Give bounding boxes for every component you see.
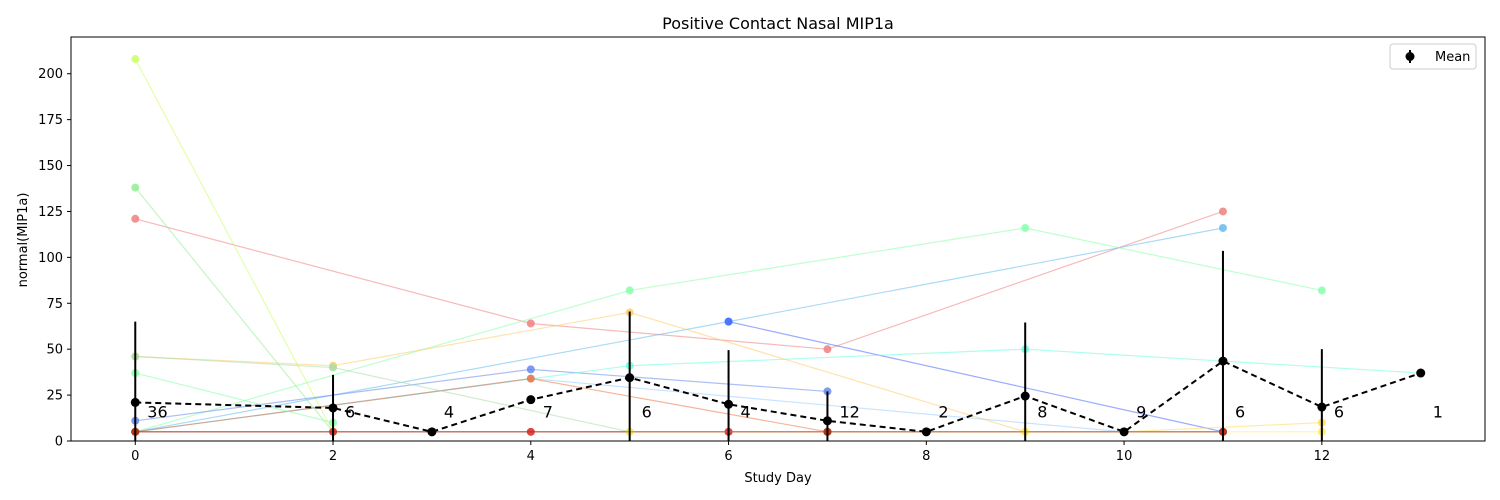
series-point	[1317, 286, 1326, 295]
series-point	[724, 317, 733, 326]
count-label: 36	[147, 402, 167, 421]
series-line	[728, 321, 1224, 433]
count-label: 2	[938, 402, 948, 421]
x-axis: 0 2 4 6 8 10 12	[131, 441, 1330, 464]
plot-frame	[70, 36, 1486, 442]
mean-point	[822, 416, 832, 426]
series-2	[131, 55, 338, 436]
mean-point	[1119, 427, 1129, 437]
series-line	[134, 187, 334, 433]
count-label: 8	[1037, 402, 1047, 421]
series-point	[526, 374, 535, 383]
count-label: 6	[1334, 402, 1344, 421]
x-tick-label: 6	[724, 449, 732, 464]
x-tick-label: 4	[527, 449, 535, 464]
y-tick-label: 175	[38, 113, 63, 128]
y-tick-label: 125	[38, 205, 63, 220]
legend-box	[1389, 43, 1477, 70]
x-tick-label: 2	[329, 449, 337, 464]
series-point	[1021, 223, 1030, 232]
y-tick-label: 0	[55, 435, 63, 450]
mean-point	[625, 373, 635, 383]
legend-mean-label: Mean	[1435, 50, 1470, 65]
mean-point	[526, 395, 536, 405]
series-point	[329, 363, 338, 372]
series-point	[1218, 223, 1227, 232]
series-point	[131, 183, 140, 192]
series-3	[131, 223, 1227, 436]
mean-point	[1218, 356, 1228, 366]
series-line	[135, 227, 1224, 433]
mean-point	[1317, 402, 1327, 412]
y-axis: 0 25 50 75 100 125 150 175 200	[38, 67, 71, 450]
count-label: 6	[1235, 402, 1245, 421]
series-line	[135, 227, 1322, 433]
count-label: 9	[1136, 402, 1146, 421]
y-tick-label: 200	[38, 67, 63, 82]
mean-point	[921, 427, 931, 437]
x-axis-title: Study Day	[744, 471, 812, 486]
x-tick-label: 8	[922, 449, 930, 464]
series-point	[526, 365, 535, 374]
series-point	[1218, 207, 1227, 216]
chart-title: Positive Contact Nasal MIP1a	[662, 14, 894, 33]
mean-point	[130, 397, 140, 407]
series-line	[135, 348, 1421, 433]
legend-mean-marker	[1405, 52, 1415, 61]
series-17	[131, 427, 1227, 436]
count-label: 7	[543, 402, 553, 421]
y-tick-label: 150	[38, 159, 63, 174]
y-tick-label: 75	[46, 297, 63, 312]
series-point	[526, 319, 535, 328]
series-line	[135, 311, 1026, 433]
y-tick-label: 100	[38, 251, 63, 266]
y-axis-title: normal(MIP1a)	[16, 193, 31, 288]
count-label: 4	[444, 402, 454, 421]
series-point	[625, 286, 634, 295]
mean-point	[1416, 368, 1426, 378]
count-label: 6	[642, 402, 652, 421]
series-0	[131, 207, 1227, 354]
legend: Mean	[1389, 43, 1477, 70]
count-label: 1	[1433, 402, 1443, 421]
mean-point	[328, 403, 338, 413]
count-label: 12	[839, 402, 859, 421]
mean-point	[427, 427, 437, 437]
series-layer	[131, 55, 1425, 436]
series-point	[823, 345, 832, 354]
mean-point	[724, 399, 734, 409]
series-line	[135, 355, 630, 433]
mean-layer	[130, 250, 1426, 441]
x-tick-label: 10	[1116, 449, 1133, 464]
series-point	[131, 214, 140, 223]
series-point	[131, 55, 140, 64]
mean-point	[1020, 391, 1030, 401]
x-tick-label: 0	[131, 449, 139, 464]
count-label: 4	[741, 402, 751, 421]
x-tick-label: 12	[1314, 449, 1331, 464]
count-label: 6	[345, 402, 355, 421]
y-tick-label: 50	[46, 343, 63, 358]
series-line	[135, 372, 334, 424]
series-line	[135, 210, 1224, 350]
count-layer: 36 6 4 7 6 4 12 2 8 9 6 6 1	[147, 402, 1443, 421]
series-line	[134, 58, 334, 433]
y-tick-label: 25	[46, 389, 63, 404]
